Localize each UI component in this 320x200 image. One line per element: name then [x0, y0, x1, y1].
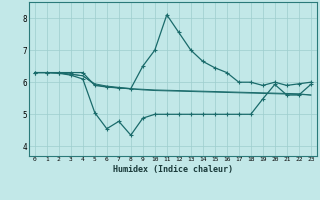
- X-axis label: Humidex (Indice chaleur): Humidex (Indice chaleur): [113, 165, 233, 174]
